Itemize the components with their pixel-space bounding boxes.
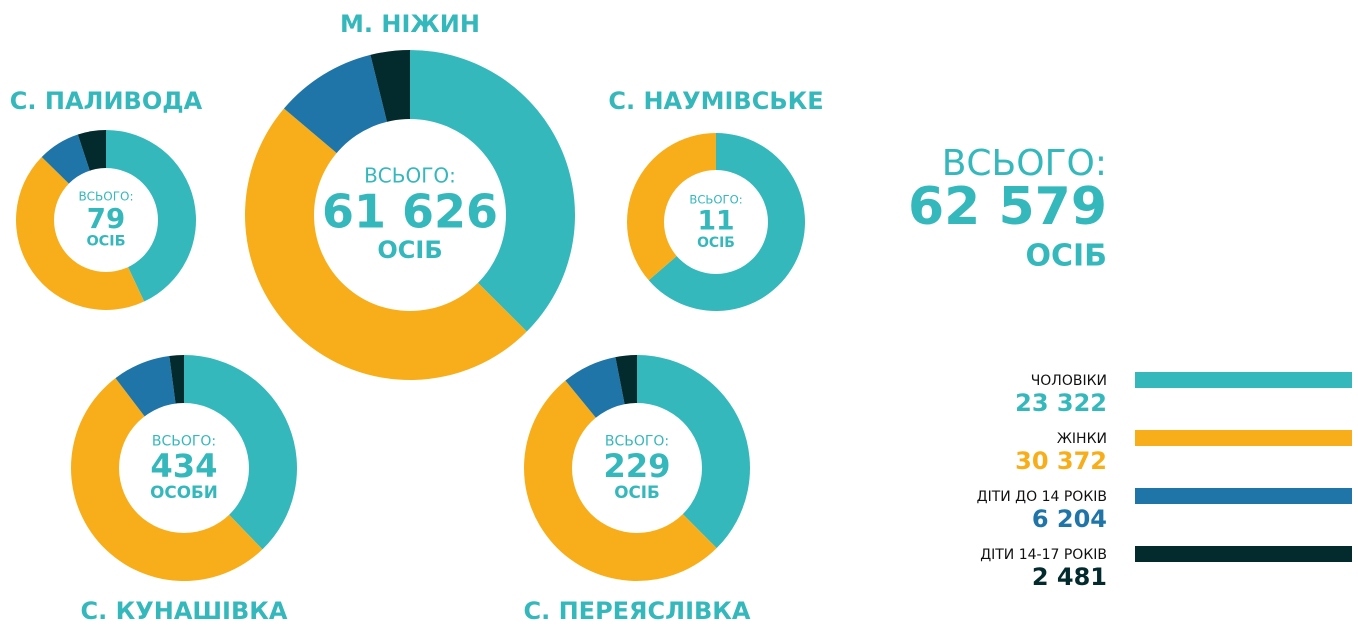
legend-value: 23 322 <box>1015 389 1107 417</box>
legend-name: ДІТИ ДО 14 РОКІВ <box>977 489 1107 505</box>
total-unit: ОСІБ <box>377 236 442 264</box>
total-value: 229 <box>603 447 670 485</box>
total-label: ВСЬОГО: <box>605 433 669 449</box>
total-label: ВСЬОГО: <box>364 164 456 188</box>
donut-hole <box>54 168 158 272</box>
summary-value: 62 579 <box>908 177 1107 237</box>
donut-title: С. ПЕРЕЯСЛІВКА <box>524 597 751 625</box>
summary-label: ВСЬОГО: <box>942 143 1107 184</box>
total-label: ВСЬОГО: <box>78 190 133 204</box>
total-value: 79 <box>87 202 125 235</box>
donut-title: С. ПАЛИВОДА <box>10 87 203 115</box>
total-unit: ОСІБ <box>614 482 660 502</box>
total-label: ВСЬОГО: <box>152 433 216 449</box>
donut-hole <box>314 119 506 311</box>
donut-hole <box>119 403 249 533</box>
donut-title: С. НАУМІВСЬКЕ <box>608 87 823 115</box>
legend-value: 2 481 <box>1032 563 1107 591</box>
legend-value: 30 372 <box>1015 447 1107 475</box>
total-unit: ОСОБИ <box>150 482 218 502</box>
summary-unit: ОСІБ <box>1025 239 1107 274</box>
total-label: ВСЬОГО: <box>689 192 742 206</box>
legend-name: ЧОЛОВІКИ <box>1031 373 1107 389</box>
legend-swatch <box>1135 488 1352 504</box>
total-value: 11 <box>697 206 734 237</box>
total-value: 434 <box>150 447 217 485</box>
donut-title: М. НІЖИН <box>340 10 480 38</box>
donut-hole <box>664 170 768 274</box>
legend-swatch <box>1135 430 1352 446</box>
total-unit: ОСІБ <box>86 234 125 250</box>
legend-swatch <box>1135 372 1352 388</box>
legend-name: ЖІНКИ <box>1057 431 1107 447</box>
legend-name: ДІТИ 14-17 РОКІВ <box>980 547 1107 563</box>
legend-value: 6 204 <box>1032 505 1107 533</box>
donut-hole <box>572 403 702 533</box>
total-unit: ОСІБ <box>697 235 735 251</box>
total-value: 61 626 <box>322 185 498 239</box>
legend-swatch <box>1135 546 1352 562</box>
donut-title: С. КУНАШІВКА <box>81 597 288 625</box>
